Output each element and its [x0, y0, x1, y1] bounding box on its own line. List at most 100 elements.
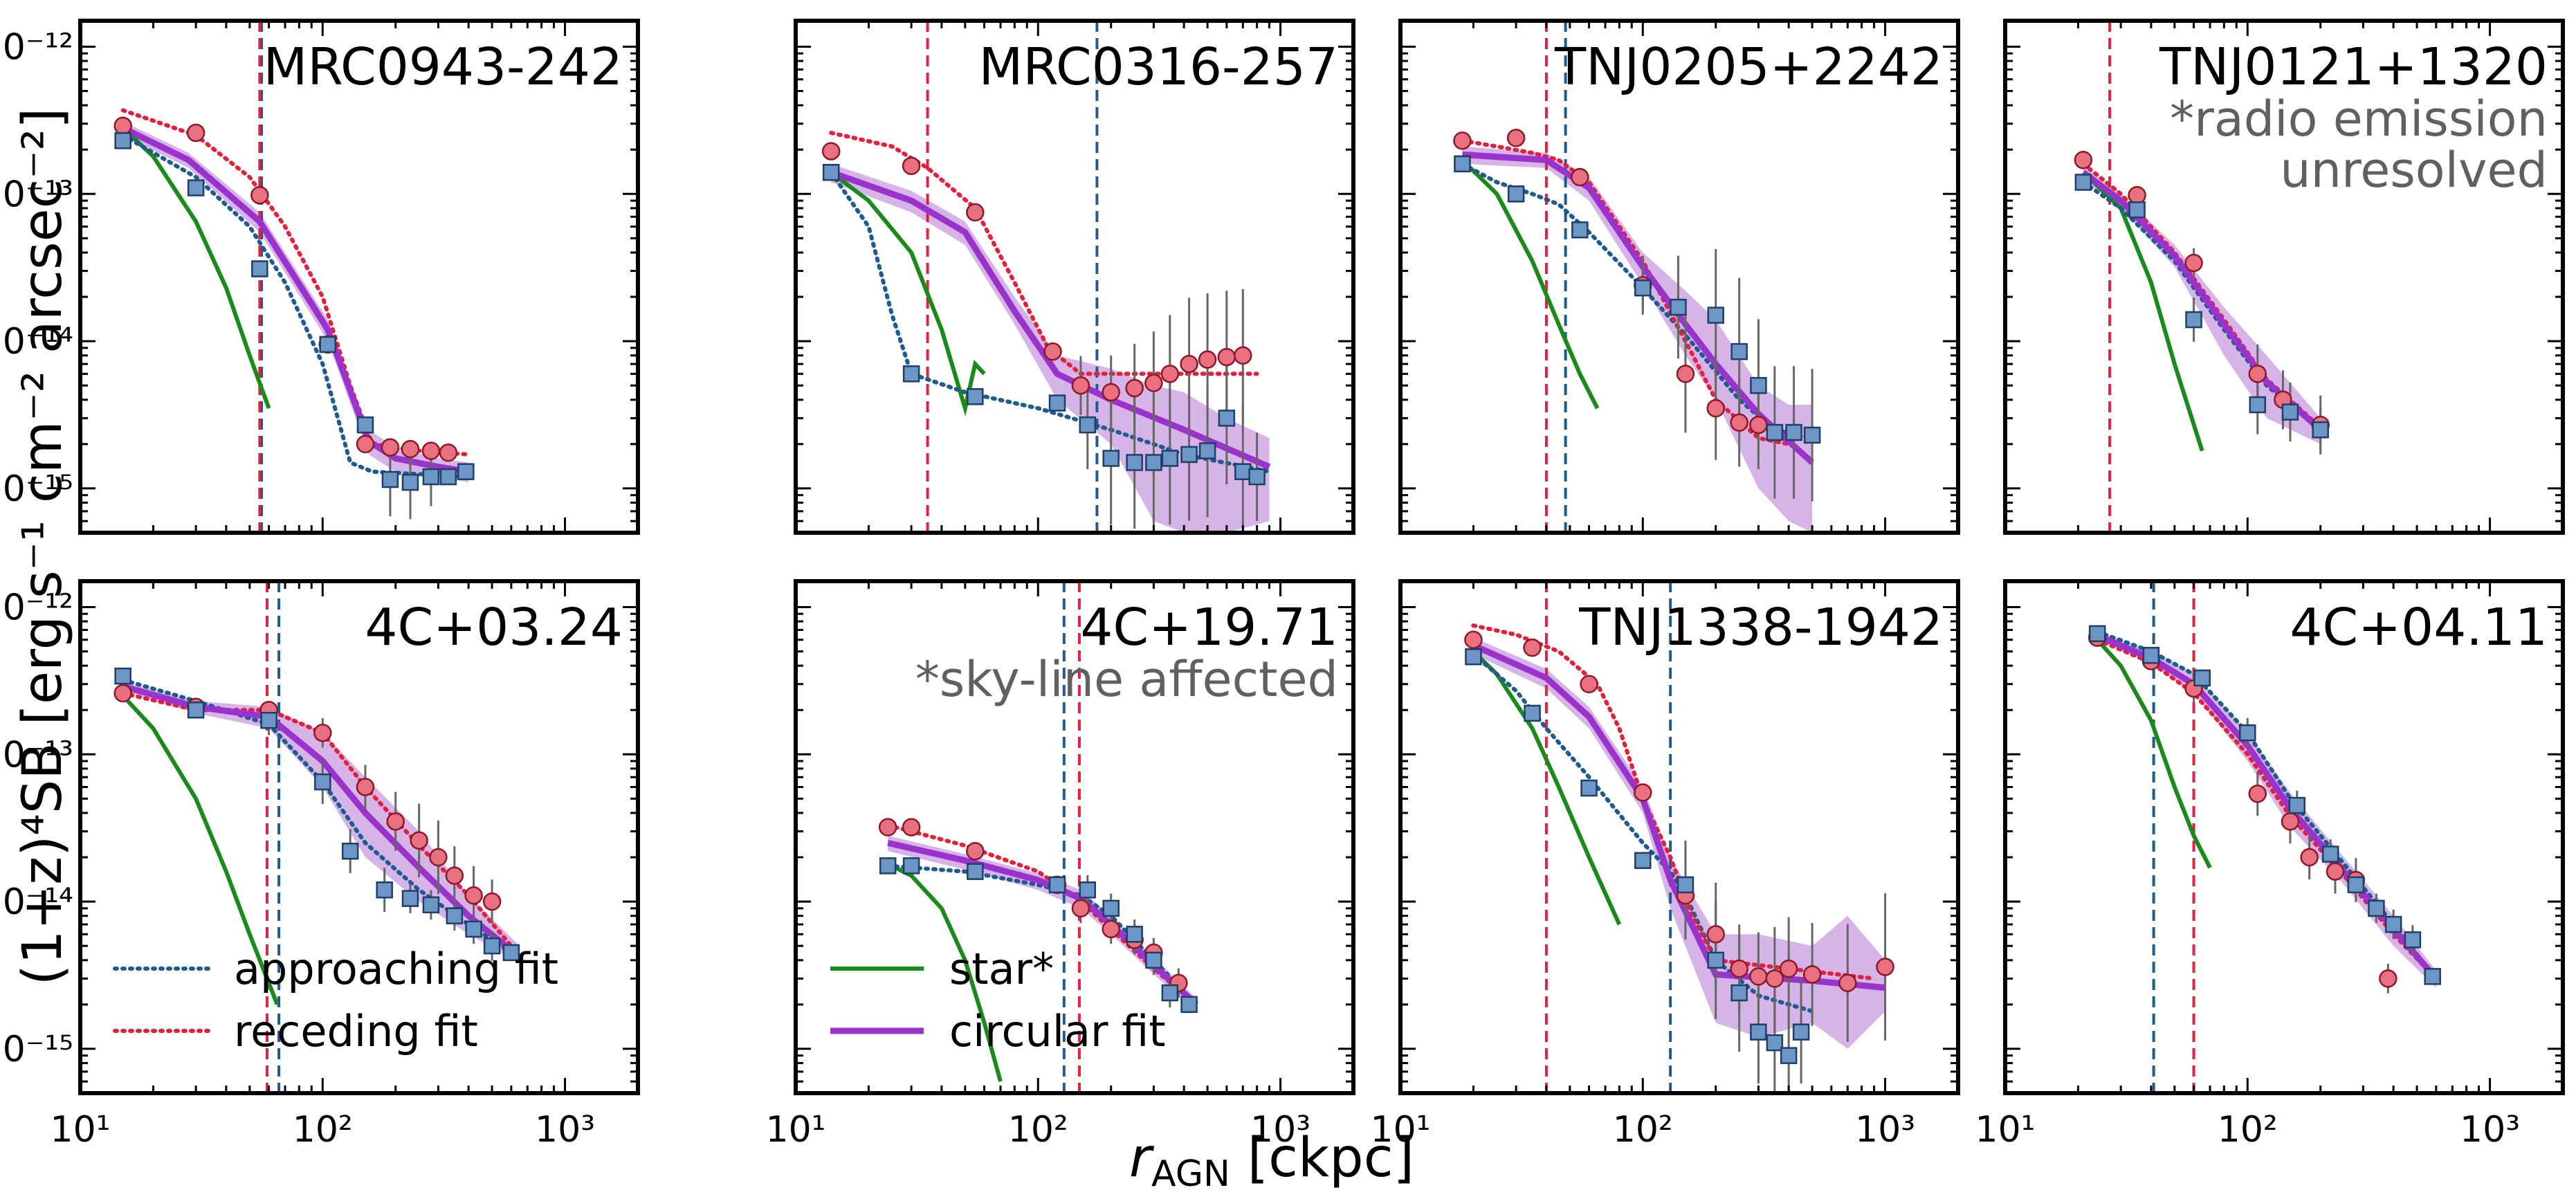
circular-fit-line	[1472, 642, 1886, 991]
y-tick-label: 10⁻¹⁵	[0, 468, 73, 510]
approaching-point	[2384, 915, 2402, 933]
panel-7: 10¹ 10² 10³ TNJ1338-1942	[1370, 579, 1960, 1151]
approaching-point	[2239, 724, 2256, 742]
legend-label: circular fit	[949, 1006, 1166, 1056]
approaching-point	[1248, 468, 1266, 486]
receding-point	[1071, 899, 1090, 918]
receding-point	[2184, 253, 2203, 273]
panel-frame	[78, 579, 640, 1095]
panels: 10⁻¹² 10⁻¹³ 10⁻¹⁴ 10⁻¹⁵ MRC0943-242 MRC0316-2…	[0, 19, 2565, 1151]
approaching-point	[902, 365, 920, 383]
receding-point	[1676, 365, 1695, 383]
receding-point	[2326, 862, 2345, 881]
x-axis-label-subscript: AGN	[1151, 1153, 1230, 1195]
receding-point	[1571, 167, 1589, 187]
receding-point	[2248, 365, 2267, 383]
star-line	[2095, 638, 2212, 869]
receding-point	[464, 886, 483, 905]
y-tick-label: 10⁻¹⁴	[0, 321, 73, 363]
panel-plot-area	[821, 21, 1272, 533]
panel-plot-area	[113, 581, 522, 1093]
approaching-point	[1180, 996, 1198, 1014]
x-tick-label: 10²	[2218, 1109, 2278, 1151]
legend-label: approaching fit	[234, 944, 558, 994]
receding-point	[1730, 959, 1748, 978]
receding-point	[439, 443, 458, 462]
receding-point	[902, 156, 921, 176]
approaching-point	[422, 896, 440, 914]
approaching-fit-line	[2095, 630, 2438, 981]
receding-point	[1838, 973, 1857, 993]
receding-point	[902, 818, 921, 836]
x-tick-label: 10³	[2460, 1109, 2520, 1151]
approaching-point	[1792, 1023, 1810, 1041]
approaching-point	[1126, 926, 1143, 943]
receding-point	[1779, 959, 1798, 978]
approaching-point	[1048, 394, 1066, 412]
receding-point	[2300, 848, 2319, 867]
approaching-point	[2074, 174, 2092, 191]
receding-point	[401, 439, 420, 459]
panel-2: MRC0316-257	[794, 19, 1355, 535]
approaching-point	[319, 336, 336, 354]
receding-point	[1453, 131, 1472, 150]
approaching-point	[1750, 376, 1767, 394]
receding-point	[386, 812, 405, 831]
receding-point	[2281, 812, 2300, 831]
approaching-point	[1750, 1023, 1767, 1041]
approaching-point	[967, 388, 984, 405]
approaching-point	[251, 260, 268, 277]
receding-point	[429, 848, 448, 867]
star-line	[830, 170, 986, 417]
approaching-point	[1730, 984, 1748, 1002]
y-tick-label: 10⁻¹⁵	[0, 1029, 73, 1070]
receding-point	[1125, 378, 1144, 398]
approaching-point	[381, 470, 399, 488]
approaching-point	[902, 857, 920, 875]
panel-3: TNJ0205+2242	[1398, 19, 1960, 535]
x-tick-label: 10¹	[50, 1109, 110, 1151]
receding-point	[1523, 638, 1542, 657]
panel-note: *sky-line affected	[915, 651, 1338, 708]
approaching-point	[2404, 931, 2422, 949]
approaching-point	[1803, 426, 1821, 444]
approaching-point	[822, 163, 840, 181]
panel-note: unresolved	[2280, 142, 2548, 199]
approaching-point	[1766, 423, 1784, 441]
approaching-point	[2347, 876, 2365, 894]
y-axis-label: (1+z)⁴SB [erg s⁻¹ cm⁻² arcsec⁻²]	[12, 108, 74, 986]
y-tick-label: 10⁻¹²	[0, 587, 73, 628]
legend-2: star* circular fit	[830, 944, 1166, 1056]
receding-point	[1043, 342, 1062, 361]
panel-title: TNJ1338-1942	[1578, 598, 1943, 657]
approaching-point	[1707, 306, 1724, 324]
approaching-point	[114, 132, 131, 149]
receding-point	[1706, 925, 1725, 944]
circular-fit-line	[1462, 151, 1815, 465]
x-tick-label: 10²	[1008, 1109, 1068, 1151]
receding-point	[381, 438, 400, 457]
panel-1: 10⁻¹² 10⁻¹³ 10⁻¹⁴ 10⁻¹⁵ MRC0943-242	[0, 19, 640, 535]
panel-title: MRC0316-257	[978, 37, 1338, 97]
receding-point	[966, 841, 985, 861]
receding-point	[410, 831, 428, 850]
receding-point	[1580, 675, 1598, 694]
approaching-point	[1730, 342, 1748, 360]
circular-fit-band	[888, 836, 1197, 1012]
approaching-point	[1766, 1034, 1784, 1052]
approaching-fit-line	[120, 133, 471, 479]
approaching-point	[465, 920, 482, 938]
panel-title: TNJ0205+2242	[1554, 37, 1943, 97]
y-tick-label: 10⁻¹³	[0, 734, 73, 776]
receding-point	[1464, 630, 1483, 649]
legend-label: receding fit	[234, 1006, 478, 1056]
receding-point	[113, 116, 132, 136]
receding-point	[2074, 151, 2093, 170]
approaching-point	[1780, 1047, 1798, 1064]
panel-note: *radio emission	[2170, 91, 2548, 147]
approaching-point	[502, 944, 520, 962]
receding-point	[356, 434, 375, 454]
approaching-point	[1102, 899, 1120, 917]
receding-point	[1234, 346, 1252, 365]
receding-point	[1634, 783, 1652, 802]
